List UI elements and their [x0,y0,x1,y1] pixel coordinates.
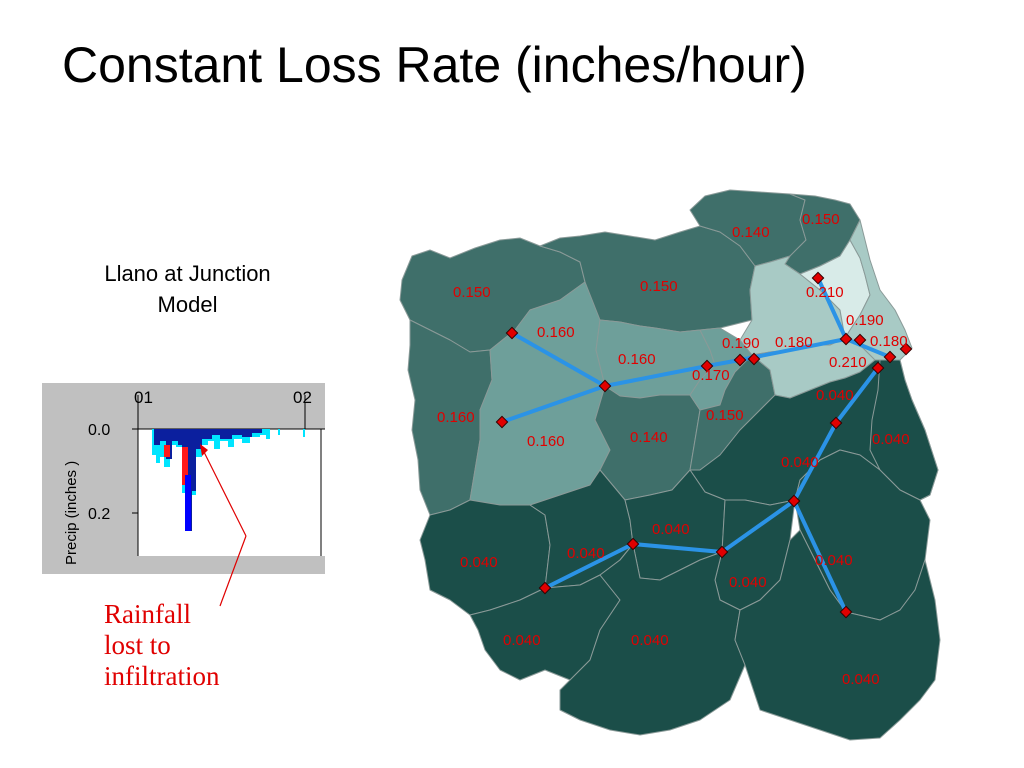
reach-7 [844,337,892,359]
junctions [495,271,913,619]
loss-rate-label: 0.150 [640,278,678,295]
loss-rate-label: 0.210 [806,284,844,301]
junction [538,581,552,595]
model-label-line-2: Model [157,292,218,317]
loss-rate-label: 0.040 [503,632,541,649]
junction [883,350,897,364]
reach-4 [705,358,742,368]
reach-3 [603,364,709,388]
subbasin-s-lower-mid [559,543,746,736]
reach-2 [500,384,607,424]
subbasin-s-lower-east [734,529,941,741]
graph-loss-bars [164,445,188,485]
loss-rate-labels: 0.150 0.150 0.140 0.150 0.210 0.160 0.16… [437,211,910,688]
graph-x-tick-label-1: 01 [134,388,153,407]
callout-line-3: infiltration [104,661,220,691]
callout-line-2: lost to [104,630,171,660]
graph-y-tick-label-1: 0.0 [88,422,110,439]
loss-rate-label: 0.150 [802,211,840,228]
graph-peak-bar [185,475,191,531]
reach-1 [510,331,607,388]
loss-rate-label: 0.040 [816,387,854,404]
junction [495,415,509,429]
loss-rate-label: 0.150 [706,407,744,424]
graph-late-bar [278,429,280,435]
junction [829,416,843,430]
loss-rate-label: 0.180 [870,333,908,350]
loss-rate-label: 0.140 [732,224,770,241]
graph-y-tick-label-2: 0.2 [88,506,110,523]
loss-rate-label: 0.170 [692,367,730,384]
loss-rate-label: 0.040 [842,671,880,688]
loss-rate-label: 0.150 [453,284,491,301]
reach-6 [816,276,848,341]
loss-rate-label: 0.040 [781,454,819,471]
junction [715,545,729,559]
junction [505,326,519,340]
river-reaches [500,276,892,614]
subbasin-east [869,359,939,501]
loss-rate-label: 0.160 [527,433,565,450]
junction [733,353,747,367]
junction [839,605,853,619]
reach-11 [720,499,796,554]
loss-rate-label: 0.040 [567,545,605,562]
loss-rate-label: 0.040 [815,552,853,569]
infiltration-callout: Rainfall lost to infiltration [104,599,219,692]
watershed-map: 0.150 0.150 0.140 0.150 0.210 0.160 0.16… [399,189,941,741]
reach-12 [631,542,724,554]
loss-rate-label: 0.040 [631,632,669,649]
loss-rate-label: 0.210 [829,354,867,371]
precipitation-graph: 01 02 0.0 0.2 Precip (inches ) [42,383,325,574]
callout-line-1: Rainfall [104,599,191,629]
reach-10 [792,499,848,614]
graph-x-tick-label-2: 02 [293,388,312,407]
callout-arrowhead [200,444,208,456]
loss-rate-label: 0.040 [652,521,690,538]
loss-rate-label: 0.040 [460,554,498,571]
junction [839,332,853,346]
graph-late-bar-2 [303,429,305,437]
loss-rate-label: 0.140 [630,429,668,446]
loss-rate-label: 0.040 [872,431,910,448]
junction [899,342,913,356]
loss-rate-label: 0.160 [618,351,656,368]
model-label: Llano at Junction Model [60,258,315,320]
loss-rate-label: 0.190 [846,312,884,329]
junction [598,379,612,393]
callout-arrow-line-2 [201,447,247,537]
model-label-line-1: Llano at Junction [104,261,271,286]
callout-arrow-line-1 [219,535,247,607]
loss-rate-label: 0.180 [775,334,813,351]
reach-13 [543,542,635,590]
junction [700,359,714,373]
slide-title: Constant Loss Rate (inches/hour) [62,37,807,93]
loss-rate-label: 0.160 [437,409,475,426]
junction [787,494,801,508]
reach-9 [792,421,838,503]
graph-excess-precip-bars [154,429,262,531]
junction [853,333,867,347]
graph-y-axis-label: Precip (inches ) [63,461,80,565]
callout-arrow [200,444,247,607]
loss-rate-label: 0.040 [729,574,767,591]
graph-rainfall-bars [152,429,305,531]
reach-8 [834,366,880,425]
junction [747,352,761,366]
junction [626,537,640,551]
junction [871,361,885,375]
loss-rate-label: 0.160 [537,324,575,341]
loss-rate-label: 0.190 [722,335,760,352]
junction [811,271,825,285]
